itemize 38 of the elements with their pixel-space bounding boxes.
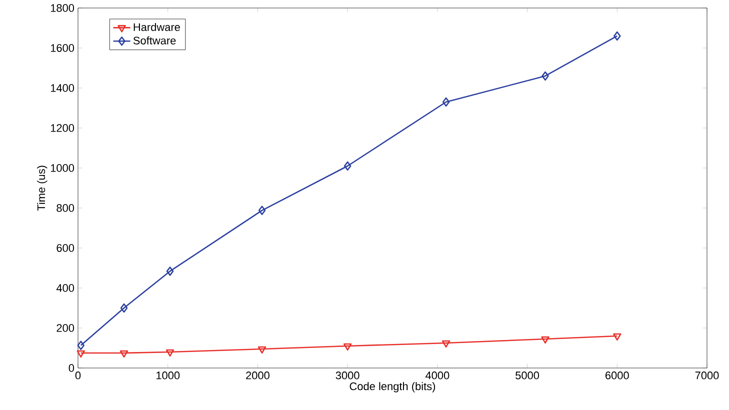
y-axis-title: Time (us) [37,166,48,211]
point [614,31,621,41]
point [344,161,352,171]
point [442,97,450,107]
point [166,349,174,357]
x-tick-label: 0 [75,372,81,380]
legend-label: Software [133,36,176,44]
y-tick-label: 1200 [50,124,74,132]
point [442,340,450,348]
y-tick-label: 1000 [50,164,74,172]
point [613,333,622,341]
point [77,340,85,350]
y-tick-label: 400 [56,284,74,292]
x-tick-label: 3000 [336,372,360,380]
point [541,336,550,344]
point [258,206,266,216]
point [76,350,85,358]
y-tick-label: 200 [56,324,74,332]
y-tick-label: 1400 [50,84,74,92]
point [120,303,128,313]
x-tick-label: 6000 [606,372,629,380]
x-tick-label: 4000 [425,372,450,380]
point [542,71,549,81]
x-tick-label: 7000 [695,372,719,380]
point [343,343,352,351]
point [120,350,128,358]
y-tick-label: 600 [56,244,74,252]
legend-label: Hardware [134,22,180,32]
x-tick-label: 1000 [156,372,180,380]
x-tick-label: 5000 [516,372,540,380]
point [166,266,174,276]
y-tick-label: 0 [68,364,74,372]
y-tick-label: 1600 [50,44,74,52]
y-tick-label: 1800 [50,4,74,12]
x-axis-title: Code length (bits) [350,382,436,392]
x-tick-label: 2000 [246,372,270,380]
point [258,346,266,354]
y-tick-label: 800 [56,204,74,212]
